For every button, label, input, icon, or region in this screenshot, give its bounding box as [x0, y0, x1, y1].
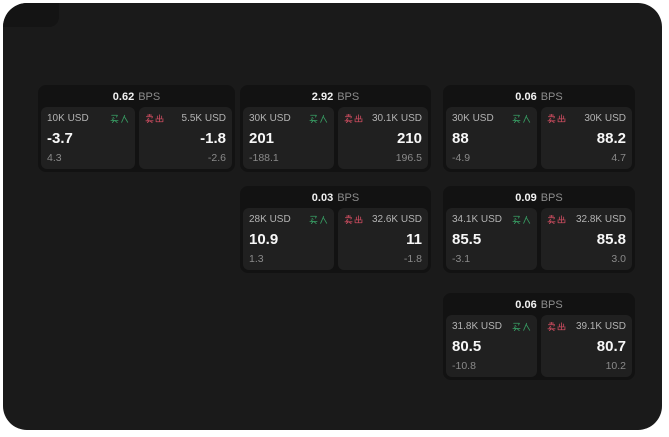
- buy-panel[interactable]: 28K USD 10.9 1.3: [243, 208, 334, 270]
- quote-panels: 28K USD 10.9 1.3 32.6K USD 11 -1.8: [240, 208, 431, 273]
- sell-delta: 196.5: [395, 151, 422, 164]
- buy-panel[interactable]: 30K USD 201 -188.1: [243, 107, 334, 169]
- sell-price: 210: [396, 129, 422, 147]
- sell-panel[interactable]: 32.6K USD 11 -1.8: [337, 208, 428, 270]
- sell-panel[interactable]: 32.8K USD 85.8 3.0: [541, 208, 632, 270]
- quote-panels: 30K USD 88 -4.9 30K USD 88.2 4.7: [443, 107, 635, 172]
- quote-card: 0.09 BPS 34.1K USD 85.5 -3.1 32.8K USD 85.8 3.0: [443, 186, 635, 273]
- quote-panels: 30K USD 201 -188.1 30.1K USD 210 196.5: [240, 107, 431, 172]
- buy-price: 88: [452, 129, 469, 147]
- corner-tab: [3, 3, 59, 27]
- sell-delta: 4.7: [611, 151, 626, 164]
- quote-dashboard: 0.62 BPS 10K USD -3.7 4.3 5.5K USD -1.8 -2.6 2.9…: [3, 3, 662, 430]
- quote-card: 0.62 BPS 10K USD -3.7 4.3 5.5K USD -1.8 -2.6: [38, 85, 235, 172]
- card-header: 2.92 BPS: [240, 85, 431, 107]
- sell-amount: 30.1K USD: [371, 113, 422, 124]
- buy-delta: -10.8: [452, 359, 476, 372]
- quote-panels: 34.1K USD 85.5 -3.1 32.8K USD 85.8 3.0: [443, 208, 635, 273]
- sell-amount: 5.5K USD: [181, 113, 226, 124]
- buy-amount: 30K USD: [249, 113, 291, 124]
- card-header: 0.62 BPS: [38, 85, 235, 107]
- card-header: 0.03 BPS: [240, 186, 431, 208]
- bps-unit-label: BPS: [337, 91, 360, 103]
- sell-price: -1.8: [200, 129, 226, 147]
- quote-panels: 31.8K USD 80.5 -10.8 39.1K USD 80.7 10.2: [443, 315, 635, 380]
- buy-price: 10.9: [249, 230, 279, 248]
- sell-label: [144, 114, 164, 123]
- card-header: 0.06 BPS: [443, 293, 635, 315]
- bps-value: 2.92: [311, 91, 334, 103]
- sell-delta: -1.8: [403, 252, 422, 265]
- bps-value: 0.62: [112, 91, 135, 103]
- buy-delta: -188.1: [249, 151, 279, 164]
- sell-delta: -2.6: [207, 151, 226, 164]
- quote-card: 0.06 BPS 31.8K USD 80.5 -10.8 39.1K USD 80.7 10…: [443, 293, 635, 380]
- buy-price: 201: [249, 129, 275, 147]
- quote-panels: 10K USD -3.7 4.3 5.5K USD -1.8 -2.6: [38, 107, 235, 172]
- sell-panel[interactable]: 30.1K USD 210 196.5: [337, 107, 428, 169]
- sell-label: [547, 114, 566, 123]
- quote-card: 2.92 BPS 30K USD 201 -188.1 30.1K USD 210 196.5: [240, 85, 431, 172]
- buy-panel[interactable]: 10K USD -3.7 4.3: [41, 107, 135, 169]
- sell-panel[interactable]: 39.1K USD 80.7 10.2: [541, 315, 632, 377]
- buy-price: 80.5: [452, 337, 482, 355]
- bps-value: 0.06: [515, 91, 537, 103]
- sell-label: [547, 215, 566, 224]
- buy-price: 85.5: [452, 230, 482, 248]
- buy-label: [109, 114, 129, 123]
- bps-unit-label: BPS: [337, 192, 360, 204]
- buy-price: -3.7: [47, 129, 73, 147]
- sell-panel[interactable]: 30K USD 88.2 4.7: [541, 107, 632, 169]
- sell-price: 80.7: [596, 337, 626, 355]
- quote-card: 0.06 BPS 30K USD 88 -4.9 30K USD 88.2 4.7: [443, 85, 635, 172]
- sell-delta: 3.0: [611, 252, 626, 265]
- buy-label: [308, 215, 328, 224]
- sell-price: 11: [406, 230, 422, 248]
- bps-value: 0.03: [311, 192, 334, 204]
- buy-amount: 34.1K USD: [452, 214, 503, 225]
- card-header: 0.09 BPS: [443, 186, 635, 208]
- sell-amount: 32.8K USD: [575, 214, 626, 225]
- buy-panel[interactable]: 30K USD 88 -4.9: [446, 107, 537, 169]
- sell-delta: 10.2: [605, 359, 626, 372]
- sell-label: [343, 114, 363, 123]
- buy-amount: 31.8K USD: [452, 321, 503, 332]
- buy-label: [512, 215, 531, 224]
- buy-label: [512, 322, 531, 331]
- buy-panel[interactable]: 31.8K USD 80.5 -10.8: [446, 315, 537, 377]
- buy-label: [512, 114, 531, 123]
- sell-price: 88.2: [596, 129, 626, 147]
- quote-card: 0.03 BPS 28K USD 10.9 1.3 32.6K USD 11 -1.8: [240, 186, 431, 273]
- buy-delta: 1.3: [249, 252, 264, 265]
- bps-unit-label: BPS: [540, 91, 563, 103]
- card-header: 0.06 BPS: [443, 85, 635, 107]
- bps-unit-label: BPS: [138, 91, 161, 103]
- sell-amount: 30K USD: [584, 113, 626, 124]
- bps-unit-label: BPS: [540, 299, 563, 311]
- buy-amount: 28K USD: [249, 214, 291, 225]
- bps-unit-label: BPS: [540, 192, 563, 204]
- buy-delta: 4.3: [47, 151, 62, 164]
- bps-value: 0.09: [515, 192, 537, 204]
- sell-label: [547, 322, 566, 331]
- sell-price: 85.8: [596, 230, 626, 248]
- buy-delta: -4.9: [452, 151, 471, 164]
- bps-value: 0.06: [515, 299, 537, 311]
- buy-panel[interactable]: 34.1K USD 85.5 -3.1: [446, 208, 537, 270]
- sell-amount: 39.1K USD: [575, 321, 626, 332]
- sell-amount: 32.6K USD: [371, 214, 422, 225]
- buy-delta: -3.1: [452, 252, 471, 265]
- sell-panel[interactable]: 5.5K USD -1.8 -2.6: [138, 107, 232, 169]
- buy-label: [308, 114, 328, 123]
- buy-amount: 30K USD: [452, 113, 494, 124]
- sell-label: [343, 215, 363, 224]
- buy-amount: 10K USD: [47, 113, 89, 124]
